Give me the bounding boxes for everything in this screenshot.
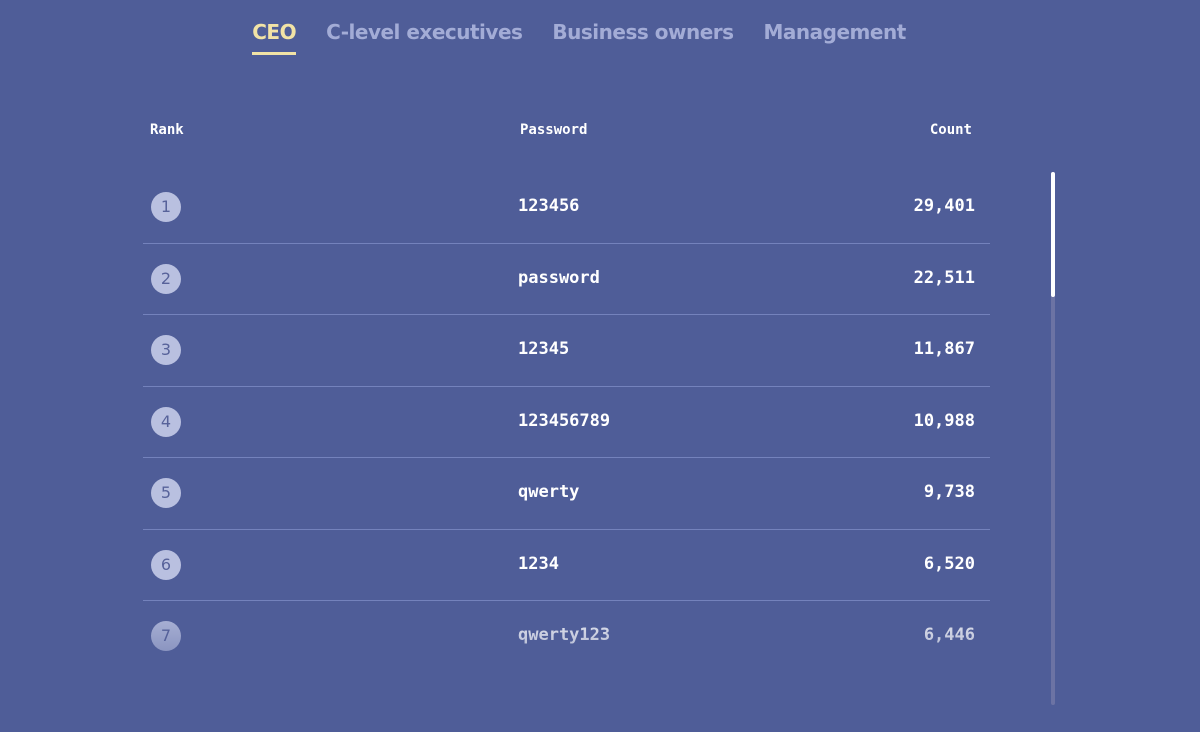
- rank-badge: 4: [151, 406, 181, 437]
- tab-ceo[interactable]: CEO: [252, 20, 297, 55]
- table-row: 7 qwerty123 6,446: [143, 601, 990, 673]
- count-cell: 29,401: [913, 196, 975, 216]
- password-cell: 12345: [518, 339, 570, 359]
- password-cell: qwerty: [518, 482, 580, 502]
- count-cell: 22,511: [913, 267, 975, 288]
- table-row: 4 123456789 10,988: [143, 387, 990, 458]
- count-cell: 9,738: [923, 482, 975, 502]
- tab-c-level-executives[interactable]: C-level executives: [326, 20, 523, 44]
- password-cell: qwerty123: [518, 625, 611, 645]
- rank-badge: 2: [151, 263, 181, 294]
- table-row: 3 12345 11,867: [143, 315, 990, 387]
- scrollbar-track[interactable]: [1051, 172, 1055, 705]
- rank-badge: 7: [151, 621, 181, 651]
- rank-badge: 3: [151, 335, 181, 365]
- table-row: 6 1234 6,520: [143, 530, 990, 601]
- category-tabs: CEO C-level executives Business owners M…: [0, 20, 1200, 55]
- table-row: 5 qwerty 9,738: [143, 458, 990, 530]
- count-header: Count: [929, 122, 972, 138]
- tab-management[interactable]: Management: [763, 20, 907, 44]
- rank-header: Rank: [150, 122, 184, 138]
- password-header: Password: [520, 122, 588, 138]
- password-table: 1 123456 29,401 2 password 22,511 3 12345 11,8…: [143, 172, 990, 673]
- table-row: 1 123456 29,401: [143, 172, 990, 244]
- rank-badge: 5: [151, 478, 181, 508]
- count-cell: 10,988: [913, 410, 975, 431]
- count-cell: 11,867: [913, 339, 975, 359]
- password-cell: 1234: [518, 553, 559, 574]
- rank-badge: 6: [151, 549, 181, 580]
- password-cell: 123456: [518, 196, 580, 216]
- count-cell: 6,446: [923, 625, 975, 645]
- scrollbar-thumb[interactable]: [1051, 172, 1055, 297]
- rank-badge: 1: [151, 192, 181, 222]
- table-row: 2 password 22,511: [143, 244, 990, 315]
- count-cell: 6,520: [923, 553, 975, 574]
- tab-business-owners[interactable]: Business owners: [552, 20, 734, 44]
- password-cell: password: [518, 267, 600, 288]
- password-cell: 123456789: [518, 410, 611, 431]
